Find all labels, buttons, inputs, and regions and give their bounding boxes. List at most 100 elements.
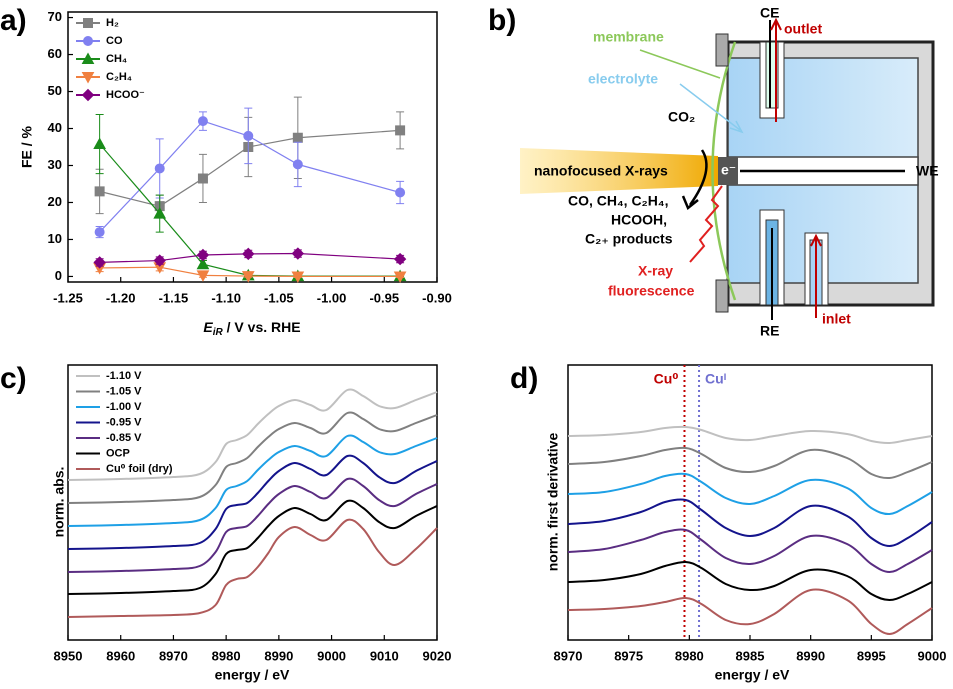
plot-frame: [567, 364, 933, 641]
series-line: [567, 560, 933, 602]
series-line: [567, 425, 933, 445]
y-axis-label: norm. abs.: [51, 467, 67, 538]
x-tick-label: 8950: [54, 648, 83, 663]
legend-label: OCP: [106, 447, 130, 459]
panel-label: c): [0, 362, 27, 395]
x-tick-label: -1.05: [264, 290, 294, 305]
marker: [81, 52, 95, 64]
series-line: [67, 454, 438, 550]
x-axis-label-part: E: [203, 319, 213, 335]
x-tick-label: 9020: [423, 648, 452, 663]
y-tick-label: 0: [55, 268, 62, 283]
inlet-label: inlet: [822, 311, 851, 327]
ce-label: CE: [760, 5, 779, 21]
x-tick-label: -1.00: [317, 290, 347, 305]
co2-arrow: [681, 149, 708, 211]
marker: [93, 137, 106, 150]
series-line: [567, 498, 933, 548]
x-tick-label: 9010: [370, 648, 399, 663]
marker: [292, 159, 303, 170]
electrolyte-pointer: [679, 83, 744, 134]
marker: [393, 271, 407, 283]
marker: [395, 125, 406, 136]
legend-label: Cu⁰ foil (dry): [106, 463, 173, 475]
series-line: [567, 528, 933, 574]
x-tick-label: 9000: [918, 648, 947, 663]
series-line: [99, 120, 401, 233]
legend-label: CH₄: [106, 53, 127, 65]
marker: [196, 248, 210, 262]
series-line: [67, 388, 438, 481]
series-line: [99, 252, 401, 263]
xray-label: nanofocused X-rays: [534, 163, 668, 179]
marker: [94, 186, 105, 197]
x-tick-label: 8990: [796, 648, 825, 663]
series-line: [67, 411, 438, 504]
marker: [83, 36, 93, 46]
products-label: HCOOH,: [611, 212, 667, 228]
marker: [393, 252, 407, 266]
x-axis-label-part: iR: [213, 327, 224, 338]
products-label: C₂₊ products: [585, 231, 673, 247]
legend-label: -0.95 V: [106, 416, 142, 428]
clamp: [715, 33, 729, 67]
marker: [241, 271, 255, 283]
x-tick-label: -1.20: [106, 290, 136, 305]
y-tick-label: 40: [48, 120, 62, 135]
y-tick-label: 70: [48, 9, 62, 24]
plot-frame: [67, 11, 438, 283]
fluorescence-arrow: [689, 185, 723, 263]
legend-label: HCOO⁻: [106, 89, 145, 101]
y-tick-label: 30: [48, 157, 62, 172]
marker: [196, 270, 210, 282]
marker: [93, 256, 106, 269]
y-tick-label: 60: [48, 46, 62, 61]
x-axis-label-part: / V vs. RHE: [223, 319, 301, 335]
series-line: [567, 588, 933, 636]
x-tick-label: 8970: [554, 648, 583, 663]
panel-label: b): [488, 4, 516, 37]
x-tick-label: 8980: [212, 648, 241, 663]
series-line: [67, 477, 438, 573]
marker: [81, 88, 95, 102]
membrane-pointer: [639, 49, 721, 79]
x-tick-label: 8970: [159, 648, 188, 663]
x-axis-label: EiR / V vs. RHE: [203, 319, 300, 338]
fluorescence-label: X-ray: [638, 263, 673, 279]
x-tick-label: 8985: [736, 648, 765, 663]
legend-label: -1.00 V: [106, 401, 142, 413]
y-axis-label: FE / %: [19, 125, 35, 168]
series-line: [67, 434, 438, 527]
marker: [197, 116, 208, 127]
x-tick-label: 8980: [675, 648, 704, 663]
electrode: [718, 157, 738, 185]
fluorescence-label: fluorescence: [608, 283, 695, 299]
xray-beam: [520, 148, 718, 194]
marker: [196, 257, 210, 270]
legend-label: -0.85 V: [106, 432, 142, 444]
x-tick-label: -1.15: [159, 290, 189, 305]
x-tick-label: -0.90: [422, 290, 452, 305]
x-tick-label: 8990: [264, 648, 293, 663]
x-tick-label: -1.10: [211, 290, 241, 305]
re-label: RE: [760, 323, 779, 339]
y-tick-label: 20: [48, 194, 62, 209]
outlet-arrow: [770, 17, 782, 122]
x-axis-label: energy / eV: [715, 667, 790, 683]
y-axis-label: norm. first derivative: [545, 433, 561, 572]
co2-label: CO₂: [668, 109, 695, 125]
y-tick-label: 10: [48, 231, 62, 246]
series-line: [567, 446, 933, 480]
y-tick-label: 50: [48, 83, 62, 98]
legend-label: CO: [106, 35, 123, 47]
we-label: WE: [916, 163, 939, 179]
panel-label: d): [510, 362, 538, 395]
panel-label: a): [0, 4, 27, 37]
marker: [395, 187, 406, 198]
x-tick-label: -0.95: [369, 290, 399, 305]
legend-label: H₂: [106, 17, 119, 29]
marker: [153, 207, 167, 219]
reference-label: Cuᴵ: [705, 371, 726, 387]
series-line: [567, 472, 933, 516]
inlet-arrow: [810, 233, 822, 318]
